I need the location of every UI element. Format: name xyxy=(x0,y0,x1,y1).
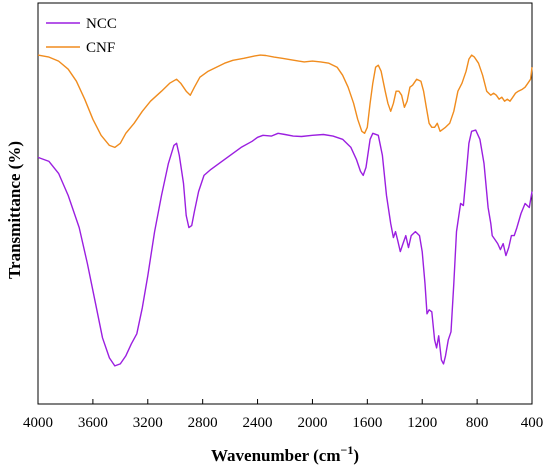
plot-area-frame xyxy=(37,2,533,405)
legend-label-cnf: CNF xyxy=(86,40,115,56)
series-line-cnf xyxy=(37,54,533,149)
x-tick-label: 1600 xyxy=(352,415,382,431)
x-axis-title: Wavenumber (cm−1) xyxy=(211,443,359,465)
x-tick-label: 2800 xyxy=(188,415,218,431)
x-tick-label: 1200 xyxy=(407,415,437,431)
x-tick-label: 2000 xyxy=(297,415,327,431)
legend-label-ncc: NCC xyxy=(86,16,117,32)
x-axis-title-close: ) xyxy=(353,446,359,465)
x-tick-label: 3200 xyxy=(133,415,163,431)
x-tick-label: 800 xyxy=(466,415,489,431)
x-axis-title-superscript: −1 xyxy=(341,443,354,457)
x-axis-title-main: Wavenumber (cm xyxy=(211,446,341,465)
x-axis-ticks: 4000 3600 3200 2800 2400 2000 1600 1200 800 400 xyxy=(23,399,543,431)
y-axis-title: Transmittance (%) xyxy=(5,141,24,279)
series-line-ncc xyxy=(37,129,533,367)
x-tick-label: 4000 xyxy=(23,415,53,431)
x-tick-label: 2400 xyxy=(243,415,273,431)
legend: NCC CNF xyxy=(46,16,117,56)
x-tick-label: 400 xyxy=(521,415,544,431)
series-layer xyxy=(37,54,533,367)
x-tick-label: 3600 xyxy=(78,415,108,431)
